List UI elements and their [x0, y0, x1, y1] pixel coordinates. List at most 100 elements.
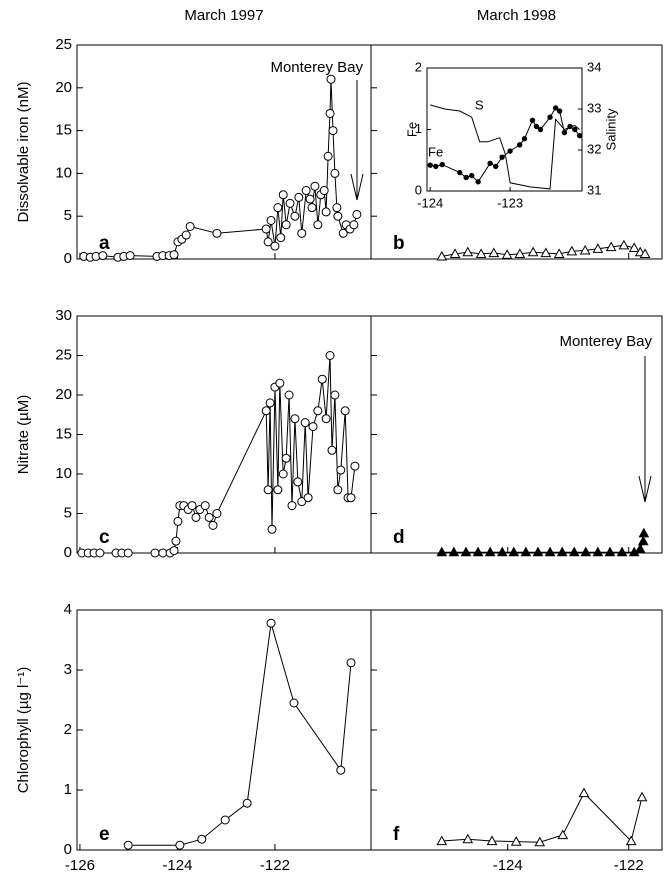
data-point: [540, 247, 552, 258]
data-point: [263, 485, 273, 495]
data-point: [263, 237, 273, 247]
data-point: [266, 215, 276, 225]
x-tick-label: -124: [162, 857, 192, 872]
data-point: [521, 136, 528, 142]
data-point: [317, 374, 327, 384]
data-point: [265, 398, 275, 408]
y2-tick-label: 33: [587, 100, 601, 115]
data-point: [204, 512, 214, 522]
panel-letter: b: [393, 233, 405, 254]
data-point: [290, 211, 300, 221]
data-point: [281, 220, 291, 230]
data-point: [267, 524, 277, 534]
data-point: [436, 250, 448, 261]
y-axis-label: Nitrate (µM): [15, 395, 32, 474]
data-point: [533, 123, 540, 130]
y-tick-label: 30: [55, 307, 72, 324]
data-point: [553, 248, 565, 258]
data-point: [556, 546, 568, 557]
data-point: [150, 548, 160, 558]
data-point: [499, 154, 505, 160]
data-point: [158, 548, 168, 558]
data-point: [171, 536, 181, 546]
data-point: [566, 245, 578, 256]
y-axis-label: Dissolvable iron (nM): [15, 82, 32, 223]
data-point: [460, 546, 472, 557]
data-point: [285, 198, 295, 208]
data-point: [493, 163, 499, 170]
data-point: [330, 168, 340, 178]
y-tick-label: 1: [415, 121, 422, 136]
data-point: [270, 241, 280, 251]
annotation-arrowhead: [638, 475, 652, 503]
annotation: Monterey Bay: [559, 333, 652, 350]
data-point: [469, 172, 475, 179]
y2-tick-label: 34: [587, 59, 601, 74]
data-point: [605, 241, 617, 252]
data-point: [557, 829, 569, 840]
data-point: [313, 220, 323, 230]
data-point: [327, 445, 337, 455]
y-tick-label: 10: [55, 164, 72, 181]
data-point: [123, 548, 133, 558]
inset: 0 1 2 31 32 33 34 -124 -123 Fe S Fe Salinity: [404, 59, 618, 210]
data-point: [325, 108, 335, 118]
data-point: [457, 169, 463, 176]
data-point: [336, 465, 346, 475]
data-point: [346, 658, 356, 668]
data-point: [300, 418, 310, 428]
data-point: [532, 546, 544, 557]
data-point: [273, 485, 283, 495]
y-tick-label: 0: [64, 544, 72, 561]
data-point: [496, 546, 508, 557]
data-point: [332, 203, 342, 213]
data-point: [326, 74, 336, 84]
data-point: [208, 520, 218, 530]
data-line: [430, 104, 580, 190]
data-point: [510, 836, 522, 846]
data-point: [508, 546, 520, 557]
data-point: [200, 501, 210, 511]
y-tick-label: 2: [415, 59, 422, 74]
data-point: [276, 233, 286, 243]
data-point: [592, 546, 604, 557]
y-tick-label: 1: [64, 781, 72, 798]
data-point: [436, 835, 448, 846]
data-point: [338, 228, 348, 238]
y2-tick-label: 32: [587, 141, 601, 156]
data-point: [212, 509, 222, 518]
annotation-arrowhead: [350, 173, 364, 201]
x-tick-label: -126: [65, 857, 95, 872]
data-point: [321, 207, 331, 217]
data-point: [301, 186, 311, 196]
data-point: [333, 485, 343, 495]
panel-title: March 1998: [477, 7, 556, 24]
data-point: [98, 251, 108, 261]
data-point: [638, 527, 650, 538]
data-point: [604, 546, 616, 557]
y-tick-label: 4: [64, 601, 72, 618]
data-point: [484, 546, 496, 557]
data-point: [439, 161, 445, 168]
data-point: [319, 186, 329, 196]
data-point: [175, 840, 185, 850]
panel-letter: e: [99, 824, 110, 845]
plot-frame: [370, 609, 663, 851]
data-point: [634, 543, 646, 554]
panel: 0 5 10 15 20 25 a March 1997 Dissolvable iron (n…: [15, 7, 372, 267]
data-point: [472, 546, 484, 557]
panel-letter: d: [393, 527, 405, 548]
data-point: [463, 174, 469, 181]
y-tick-label: 20: [55, 386, 72, 403]
data-point: [187, 501, 197, 511]
panel-letter: c: [99, 527, 110, 548]
data-point: [278, 469, 288, 479]
data-point: [507, 148, 513, 154]
y-tick-label: 20: [55, 79, 72, 96]
data-point: [552, 105, 559, 111]
data-point: [169, 546, 179, 556]
y-axis-label: Chlorophyll (µg l⁻¹): [15, 667, 32, 794]
data-point: [220, 815, 230, 825]
data-point: [462, 246, 474, 257]
